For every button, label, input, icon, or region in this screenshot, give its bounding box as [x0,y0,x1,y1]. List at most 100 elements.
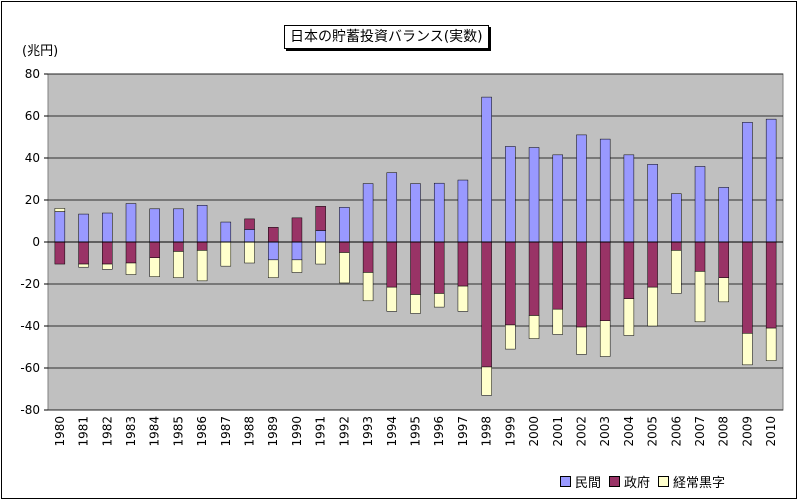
bar-current-account-1990 [291,259,303,273]
legend-label-private: 民間 [575,476,602,491]
bar-current-account-2000 [528,315,540,339]
bar-government-1980 [54,241,66,265]
bar-private-1996 [433,182,445,243]
bar-current-account-1992 [339,252,350,284]
bar-current-account-2002 [576,326,587,355]
bar-government-2010 [765,241,777,329]
bar-private-1987 [220,221,232,243]
y-tick-label: 80 [25,67,40,81]
bar-private-1985 [173,208,184,243]
y-axis-unit-label: (兆円) [22,44,59,59]
bar-private-2003 [599,138,611,243]
x-tick-label: 1987 [219,416,233,447]
bar-private-1982 [102,212,113,243]
bar-government-1990 [291,217,303,243]
bar-current-account-2009 [742,333,753,366]
x-tick-label: 1982 [100,416,114,447]
bar-government-1988 [244,218,255,230]
x-tick-label: 2010 [764,416,778,447]
bar-private-2004 [623,154,635,243]
bar-private-1992 [339,207,350,243]
bar-private-2006 [671,193,682,243]
bar-government-1989 [268,227,279,243]
x-tick-label: 1994 [385,416,399,447]
legend-swatch-government [609,476,621,487]
bar-current-account-2005 [647,286,658,327]
bar-private-1984 [149,208,160,243]
x-tick-label: 1999 [503,416,517,447]
bar-private-2000 [528,147,540,243]
bar-government-2005 [647,241,658,288]
bar-current-account-2006 [671,250,682,294]
bar-government-1985 [173,241,184,252]
x-tick-label: 1990 [290,416,304,447]
bar-current-account-1980 [54,208,66,212]
x-tick-label: 1989 [266,416,280,447]
x-tick-label: 2006 [669,416,683,447]
x-tick-label: 1985 [171,416,185,447]
bar-government-1982 [102,241,113,265]
legend-label-government: 政府 [624,476,651,491]
chart-title: 日本の貯蓄投資バランス(実数) [284,25,489,49]
bar-current-account-1984 [149,257,160,277]
x-tick-label: 1993 [361,416,375,447]
y-tick-label: 0 [32,235,40,249]
bar-private-1999 [505,146,516,243]
bar-government-1999 [505,241,516,326]
bar-private-1981 [78,213,89,243]
y-tick-label: -80 [20,403,40,417]
legend: 民間 政府 経常黒字 [560,472,733,491]
bar-government-1993 [362,241,374,273]
bar-private-2002 [576,134,587,243]
bar-current-account-1994 [386,286,398,312]
bar-current-account-1995 [410,294,421,314]
x-tick-label: 1988 [243,416,257,447]
bar-private-1980 [54,211,66,243]
bar-government-1997 [457,241,469,287]
bar-private-1993 [362,183,374,243]
bar-private-1986 [196,205,208,243]
y-tick-label: 20 [25,193,40,207]
legend-item-private: 民間 [560,472,601,491]
x-tick-label: 1992 [337,416,351,447]
bar-government-1983 [125,241,137,264]
bar-private-2001 [552,154,563,243]
bar-government-2004 [623,241,635,299]
x-tick-label: 2008 [717,416,731,447]
bar-current-account-1981 [78,263,89,268]
x-tick-label: 2003 [598,416,612,447]
x-tick-label: 1991 [314,416,328,447]
bar-current-account-1999 [505,324,516,350]
x-tick-label: 1998 [480,416,494,447]
bar-current-account-1983 [125,262,137,275]
x-tick-label: 1986 [195,416,209,447]
bar-current-account-2007 [694,271,706,323]
bar-private-1990 [291,241,303,261]
bar-current-account-1991 [315,241,326,265]
legend-item-government: 政府 [609,472,650,491]
bar-private-2005 [647,164,658,243]
bar-government-1995 [410,241,421,295]
legend-item-current-account: 経常黒字 [658,472,725,491]
bar-government-1991 [315,206,326,231]
bar-private-1988 [244,229,255,243]
bar-current-account-1988 [244,241,255,264]
legend-swatch-current-account [658,476,670,487]
x-tick-label: 1980 [53,416,67,447]
bar-private-2008 [718,187,729,243]
bar-private-1998 [481,96,492,243]
x-tick-label: 1996 [432,416,446,447]
bar-current-account-1989 [268,259,279,278]
bar-private-1983 [125,203,137,243]
bar-current-account-1982 [102,263,113,270]
bar-private-2009 [742,122,753,243]
bar-current-account-2003 [599,320,611,357]
bar-government-1992 [339,241,350,253]
x-tick-label: 2004 [622,416,636,447]
bar-government-1984 [149,241,160,258]
bar-government-1994 [386,241,398,288]
x-tick-label: 2001 [551,416,565,447]
y-tick-label: 60 [25,109,40,123]
bar-private-1995 [410,183,421,243]
